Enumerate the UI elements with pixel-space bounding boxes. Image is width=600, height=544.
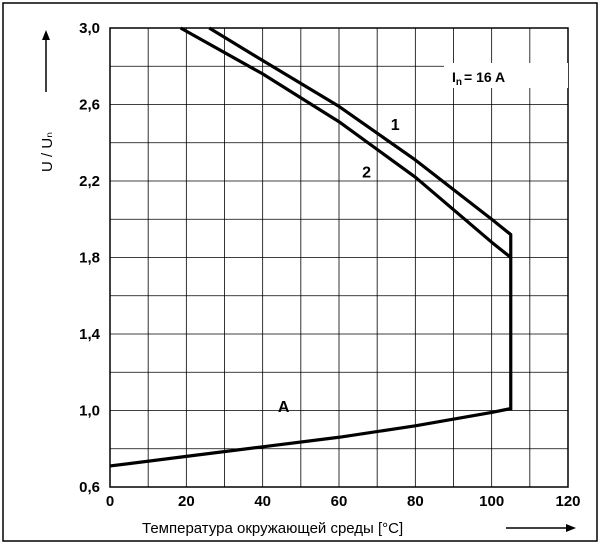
y-tick-label: 2,6 [79,97,100,114]
plot-border [109,27,569,488]
x-tick-label: 0 [106,493,114,510]
series-line-1 [208,26,513,411]
series-layer [109,26,513,468]
series-label-1: 1 [391,117,400,134]
labels-layer: 1 2 A [278,117,400,416]
note-box [444,63,568,88]
y-axis-title: U / Uₙ [39,132,56,172]
y-tick-label: 1,4 [79,326,101,343]
x-tick-label: 120 [555,493,580,510]
y-axis-arrow-head [42,30,50,40]
x-tick-label: 20 [178,493,195,510]
y-tick-label: 2,2 [79,173,100,190]
y-tick-label: 1,8 [79,250,100,267]
x-tick-label: 100 [479,493,504,510]
grid [109,27,569,488]
x-tick-label: 40 [254,493,271,510]
x-axis-arrow-head [566,524,576,532]
series-line-2 [179,26,512,259]
x-tick-label: 60 [331,493,348,510]
ticks-layer: 0 20 40 60 80 100 120 0,6 1,0 1,4 1,8 2,2 2,6 3,0 [79,20,580,510]
x-axis-title: Температура окружающей среды [°C] [142,520,403,537]
y-tick-label: 0,6 [79,479,100,496]
series-line-a [109,407,512,468]
series-label-2: 2 [362,164,371,181]
current-note: In = 16 A [452,69,505,88]
x-tick-label: 80 [407,493,424,510]
y-tick-label: 3,0 [79,20,100,37]
series-label-a: A [278,399,290,416]
y-tick-label: 1,0 [79,403,100,420]
